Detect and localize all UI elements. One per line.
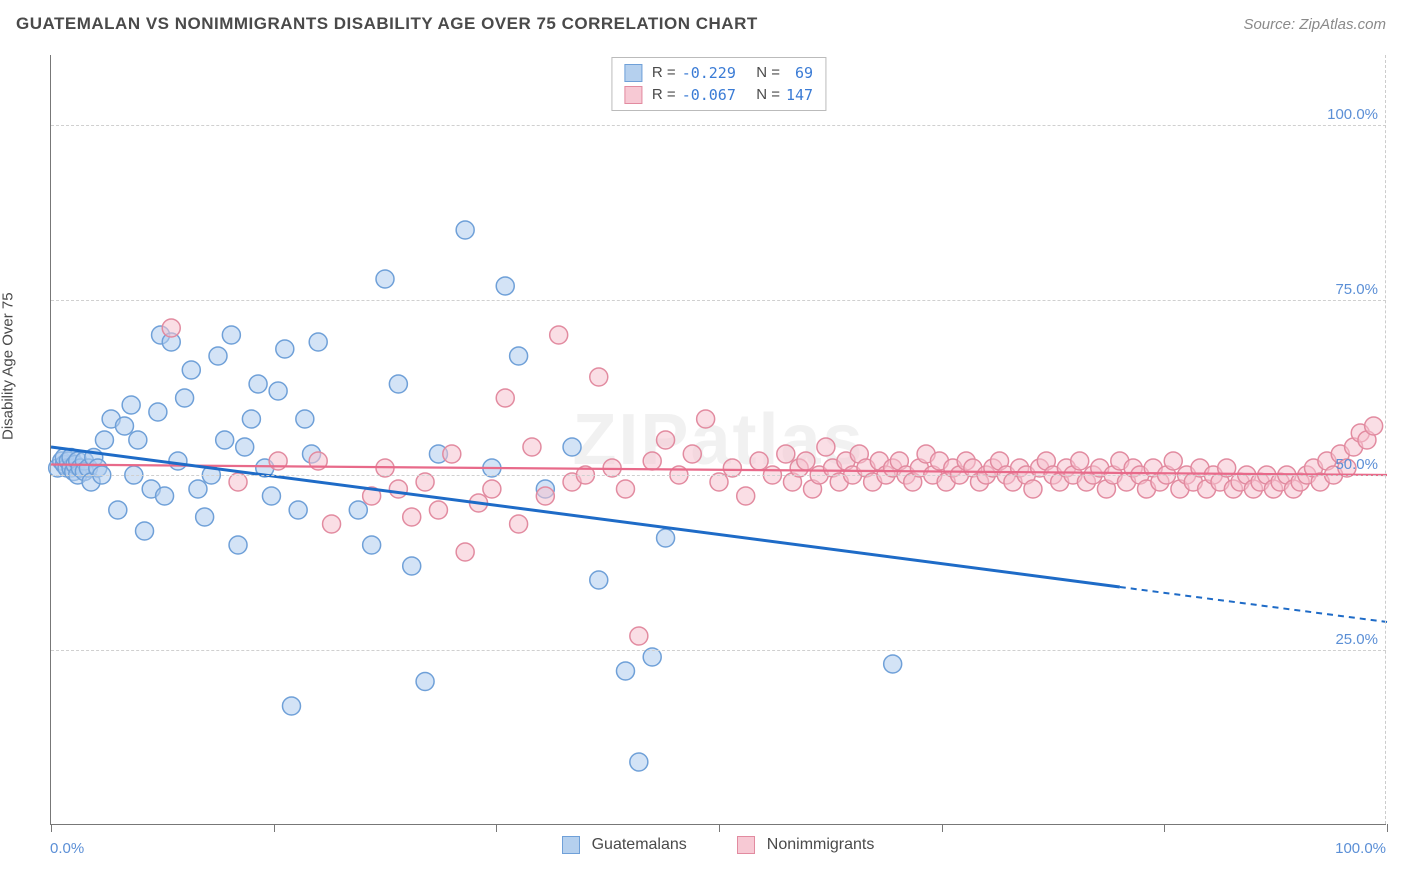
y-axis-label: Disability Age Over 75 <box>0 292 17 440</box>
r-value-guatemalans: -0.229 <box>682 62 736 84</box>
stats-row-guatemalans: R = -0.229 N = 69 <box>624 62 813 84</box>
r-label: R = <box>652 84 676 106</box>
y-gridline-label: 75.0% <box>1335 281 1378 298</box>
source-label: Source: ZipAtlas.com <box>1243 16 1386 33</box>
n-value-guatemalans: 69 <box>795 64 813 82</box>
swatch-guatemalans <box>624 64 642 82</box>
legend-label-nonimmigrants: Nonimmigrants <box>767 836 875 854</box>
swatch-nonimmigrants <box>624 86 642 104</box>
legend-label-guatemalans: Guatemalans <box>592 836 687 854</box>
legend-item-guatemalans: Guatemalans <box>562 836 687 854</box>
legend-swatch-nonimmigrants <box>737 836 755 854</box>
chart-plot-area: ZIPatlas R = -0.229 N = 69 R = -0.067 N … <box>50 55 1386 825</box>
y-gridline-label: 100.0% <box>1327 106 1378 123</box>
n-label: N = <box>756 84 780 106</box>
scatter-svg <box>51 55 1386 824</box>
chart-title: GUATEMALAN VS NONIMMIGRANTS DISABILITY A… <box>16 14 758 34</box>
legend-item-nonimmigrants: Nonimmigrants <box>737 836 875 854</box>
bottom-legend: Guatemalans Nonimmigrants <box>50 836 1386 854</box>
r-value-nonimmigrants: -0.067 <box>682 84 736 106</box>
n-value-nonimmigrants: 147 <box>786 84 813 106</box>
n-label: N = <box>756 62 780 84</box>
y-gridline-label: 50.0% <box>1335 456 1378 473</box>
y-gridline-label: 25.0% <box>1335 631 1378 648</box>
stats-row-nonimmigrants: R = -0.067 N = 147 <box>624 84 813 106</box>
r-label: R = <box>652 62 676 84</box>
stats-legend-box: R = -0.229 N = 69 R = -0.067 N = 147 <box>611 57 826 111</box>
legend-swatch-guatemalans <box>562 836 580 854</box>
